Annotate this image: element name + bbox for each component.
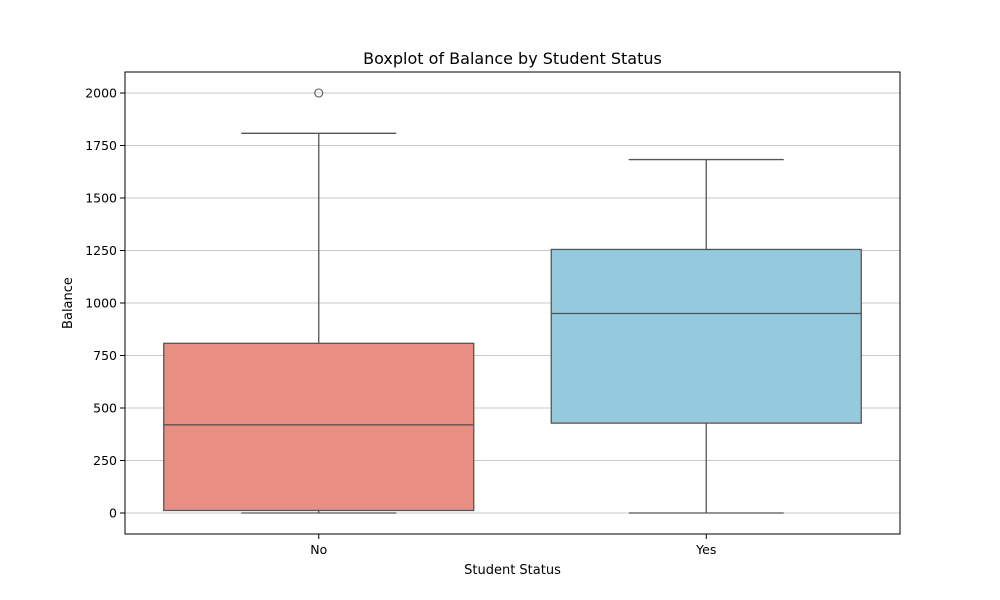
x-axis-ticks: No Yes [310, 534, 716, 557]
x-tick-label-no: No [310, 542, 327, 557]
y-axis-label: Balance [61, 277, 76, 329]
y-tick-label-500: 500 [93, 401, 117, 416]
y-tick-label-250: 250 [93, 453, 117, 468]
y-tick-label-0: 0 [109, 506, 117, 521]
y-tick-label-2000: 2000 [85, 86, 117, 101]
y-tick-label-750: 750 [93, 348, 117, 363]
boxes-layer [163, 88, 862, 514]
chart-title: Boxplot of Balance by Student Status [363, 49, 662, 68]
box-yes [550, 248, 862, 424]
x-tick-label-yes: Yes [695, 542, 716, 557]
outlier-no-0 [314, 88, 324, 98]
y-tick-label-1750: 1750 [85, 138, 117, 153]
y-tick-label-1500: 1500 [85, 191, 117, 206]
y-axis-ticks: 0 250 500 750 1000 1250 1500 1750 2000 [85, 86, 125, 521]
x-axis-label: Student Status [464, 563, 561, 578]
y-tick-label-1000: 1000 [85, 296, 117, 311]
y-tick-label-1250: 1250 [85, 243, 117, 258]
box-group-yes [550, 158, 862, 514]
box-group-no [163, 88, 475, 514]
box-no [163, 342, 475, 512]
